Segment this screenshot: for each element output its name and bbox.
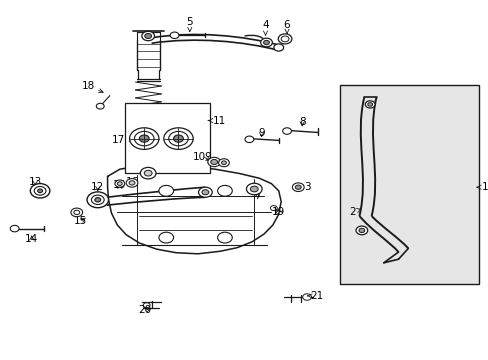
Circle shape [163,128,193,149]
Circle shape [218,159,229,167]
Text: 9: 9 [258,128,264,138]
Circle shape [126,179,138,187]
Circle shape [168,131,188,146]
Circle shape [134,131,154,146]
Circle shape [38,189,42,193]
Circle shape [217,185,232,196]
Circle shape [246,183,262,195]
Circle shape [95,198,101,202]
Text: 5: 5 [186,17,193,31]
Circle shape [244,136,253,143]
Text: 13: 13 [28,177,42,187]
Circle shape [270,206,277,211]
Circle shape [34,186,46,195]
Text: 6: 6 [283,20,290,33]
Bar [339,85,478,284]
Circle shape [74,210,80,215]
Circle shape [202,190,208,195]
Circle shape [282,128,291,134]
Bar [124,103,210,173]
Circle shape [143,303,150,308]
Circle shape [159,185,173,196]
Circle shape [358,228,364,233]
Text: 15: 15 [113,180,126,190]
Text: 11: 11 [208,116,225,126]
Circle shape [159,232,173,243]
Circle shape [87,192,108,208]
Circle shape [295,185,301,189]
Circle shape [144,33,151,39]
Text: 12: 12 [91,182,104,192]
Circle shape [210,159,217,165]
Circle shape [129,181,135,185]
Circle shape [115,180,124,187]
Circle shape [30,184,50,198]
Text: 1: 1 [476,182,488,192]
Text: 8: 8 [298,117,305,127]
Circle shape [355,226,367,235]
Circle shape [173,135,183,142]
Text: 4: 4 [262,20,268,35]
Circle shape [140,167,156,179]
Text: 18: 18 [81,81,103,93]
Circle shape [217,232,232,243]
Circle shape [302,294,311,300]
Circle shape [365,101,374,108]
Circle shape [96,103,104,109]
Text: 109: 109 [193,152,212,162]
Text: 14: 14 [25,234,39,244]
Circle shape [144,170,152,176]
Circle shape [139,135,149,142]
Circle shape [198,187,212,197]
Text: 17: 17 [111,135,135,145]
Circle shape [117,182,122,185]
Text: 3: 3 [299,182,310,192]
Circle shape [278,34,291,44]
Text: 2: 2 [348,207,360,217]
Circle shape [250,186,258,192]
Circle shape [207,157,220,167]
Circle shape [71,208,82,217]
Circle shape [129,128,159,149]
Text: 19: 19 [271,207,285,217]
Circle shape [91,195,104,204]
Text: 7: 7 [254,191,261,201]
Text: 20: 20 [138,305,151,315]
Circle shape [221,161,226,165]
Text: 16: 16 [125,177,139,187]
Circle shape [263,40,269,45]
Text: 15: 15 [74,216,87,226]
Circle shape [273,44,283,51]
Circle shape [260,38,272,47]
Circle shape [170,32,179,39]
Circle shape [367,103,372,106]
Text: 21: 21 [307,291,323,301]
Circle shape [10,225,19,232]
Circle shape [292,183,304,192]
Circle shape [142,31,154,41]
